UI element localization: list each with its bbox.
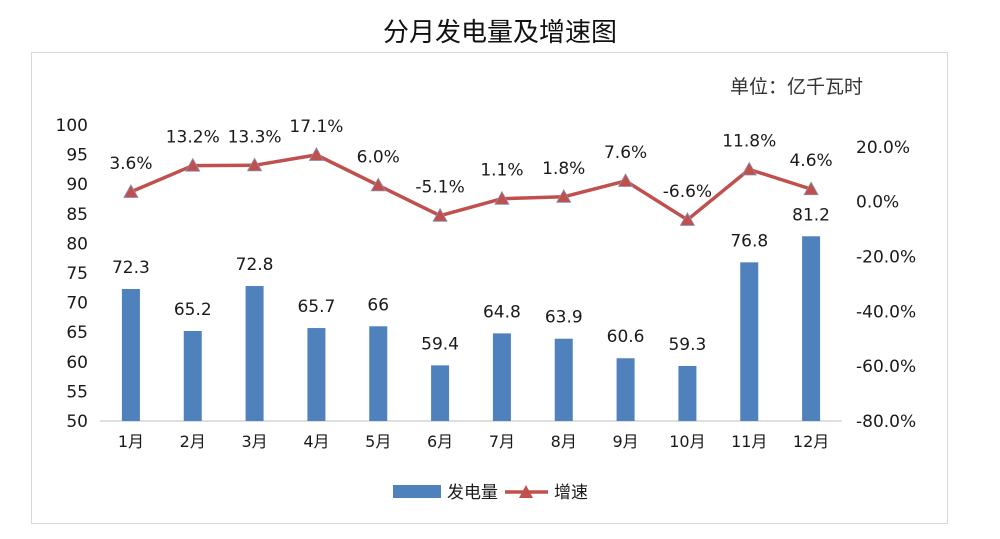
bar-value-label: 59.3 — [668, 335, 706, 355]
line-point — [679, 212, 696, 226]
chart-title: 分月发电量及增速图 — [382, 18, 617, 48]
x-tick-label: 11月 — [731, 432, 767, 451]
line-point — [308, 147, 325, 161]
x-tick-label: 3月 — [241, 432, 267, 451]
right-tick-label: -60.0% — [856, 357, 916, 377]
line-value-label: -6.6% — [663, 182, 712, 202]
x-tick-label: 1月 — [118, 432, 144, 451]
bar — [492, 333, 511, 421]
bar-value-label: 64.8 — [483, 302, 521, 322]
x-tick-label: 4月 — [303, 432, 329, 451]
line-point — [741, 161, 757, 176]
left-tick-label: 70 — [66, 294, 88, 314]
left-tick-label: 50 — [66, 412, 88, 432]
left-tick-label: 80 — [66, 234, 88, 254]
bar-value-label: 76.8 — [730, 231, 768, 251]
line-value-label: 6.0% — [357, 147, 400, 167]
line-value-label: -5.1% — [415, 178, 464, 198]
line-value-label: 17.1% — [289, 117, 343, 137]
line-value-label: 13.3% — [228, 127, 282, 147]
left-tick-label: 85 — [66, 205, 88, 225]
left-tick-label: 100 — [56, 116, 88, 136]
bar-value-label: 60.6 — [607, 327, 645, 347]
bar — [554, 338, 573, 421]
left-tick-label: 95 — [66, 146, 88, 166]
bar-value-label: 65.2 — [174, 300, 212, 320]
right-tick-label: -80.0% — [856, 412, 916, 432]
bar — [678, 365, 697, 421]
left-tick-label: 60 — [66, 353, 88, 373]
x-tick-label: 6月 — [427, 432, 453, 451]
left-axis-ticks: 50 55 60 65 70 75 80 85 90 95 100 — [56, 116, 88, 432]
x-tick-label: 2月 — [180, 432, 206, 451]
bar — [802, 236, 821, 421]
left-tick-label: 55 — [66, 382, 88, 402]
bar — [369, 326, 388, 421]
line-path — [130, 153, 812, 222]
chart-frame — [31, 52, 948, 524]
x-tick-label: 12月 — [793, 432, 829, 451]
line-series — [123, 147, 819, 226]
x-tick-label: 10月 — [669, 432, 705, 451]
bar — [183, 331, 202, 421]
bar — [245, 286, 264, 421]
legend-marker-line — [519, 485, 533, 498]
line-value-label: 7.6% — [604, 143, 647, 163]
line-point — [556, 188, 572, 203]
bar-value-label: 72.3 — [112, 258, 150, 278]
bar-value-label: 66 — [367, 295, 389, 315]
bar-data-labels: 72.3 65.2 72.8 65.7 66 59.4 64.8 63.9 60.6 59.3 76… — [112, 205, 830, 355]
line-point — [432, 207, 448, 222]
unit-label: 单位：亿千瓦时 — [730, 76, 864, 98]
bar — [121, 288, 140, 421]
bar — [431, 365, 450, 421]
bar-value-label: 81.2 — [792, 205, 830, 225]
bar-value-label: 63.9 — [545, 308, 583, 328]
left-tick-label: 90 — [66, 175, 88, 195]
bar — [307, 328, 326, 421]
line-value-label: 11.8% — [722, 131, 776, 151]
x-tick-label: 5月 — [365, 432, 391, 451]
bar — [740, 262, 759, 421]
bar-series — [121, 236, 821, 421]
x-tick-label: 7月 — [489, 432, 515, 451]
x-tick-label: 9月 — [612, 432, 638, 451]
line-point — [246, 157, 263, 172]
line-value-label: 1.1% — [480, 161, 523, 181]
right-tick-label: 0.0% — [856, 193, 899, 213]
left-tick-label: 65 — [66, 323, 88, 343]
right-tick-label: -40.0% — [856, 302, 916, 322]
line-value-label: 13.2% — [166, 128, 220, 148]
right-tick-label: 20.0% — [856, 138, 910, 158]
bar-value-label: 72.8 — [236, 255, 274, 275]
line-point — [185, 157, 201, 172]
line-point — [494, 190, 510, 205]
line-point — [370, 177, 386, 192]
bar-value-label: 65.7 — [297, 297, 335, 317]
legend-swatch-bars — [393, 485, 441, 498]
left-tick-label: 75 — [66, 264, 88, 284]
line-value-label: 4.6% — [789, 151, 832, 171]
right-tick-label: -20.0% — [856, 248, 916, 268]
line-point — [803, 181, 819, 196]
line-value-label: 3.6% — [109, 154, 152, 174]
x-axis-labels: 1月 2月 3月 4月 5月 6月 7月 8月 9月 10月 11月 12月 — [118, 432, 829, 451]
legend: 发电量 增速 — [393, 483, 588, 503]
right-axis-ticks: -80.0% -60.0% -40.0% -20.0% 0.0% 20.0% — [856, 138, 916, 432]
bar — [616, 358, 635, 421]
legend-label-line: 增速 — [554, 483, 588, 503]
legend-label-bars: 发电量 — [447, 483, 498, 503]
line-data-labels: 3.6% 13.2% 13.3% 17.1% 6.0% -5.1% 1.1% 1.8% 7.6%… — [109, 117, 832, 202]
x-tick-label: 8月 — [551, 432, 577, 451]
bar-value-label: 59.4 — [421, 334, 459, 354]
line-point — [123, 184, 139, 198]
line-value-label: 1.8% — [542, 159, 585, 179]
line-point — [617, 173, 634, 187]
